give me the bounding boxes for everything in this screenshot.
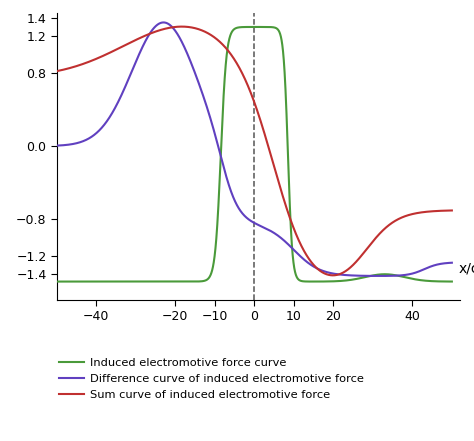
Legend: Induced electromotive force curve, Difference curve of induced electromotive for: Induced electromotive force curve, Diffe… xyxy=(59,357,365,400)
X-axis label: x/cm: x/cm xyxy=(459,261,474,275)
